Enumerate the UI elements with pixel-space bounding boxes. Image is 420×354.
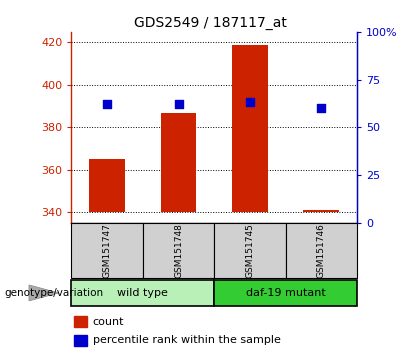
Polygon shape (29, 285, 59, 301)
Point (104, 101, 110, 107)
Text: genotype/variation: genotype/variation (4, 288, 103, 298)
Bar (74, 335, 87, 346)
Bar (74, 316, 87, 327)
Point (247, 99, 253, 105)
Bar (161, 113, 197, 212)
Text: GSM151746: GSM151746 (317, 223, 326, 278)
Point (318, 105, 325, 111)
Text: count: count (93, 317, 124, 327)
Bar (214, 223, 286, 278)
Text: GSM151745: GSM151745 (245, 223, 255, 278)
Bar (71, 280, 214, 306)
Bar (214, 280, 357, 306)
Bar (143, 223, 214, 278)
Point (175, 101, 182, 107)
Bar (89, 159, 125, 212)
Text: wild type: wild type (117, 288, 168, 298)
Text: percentile rank within the sample: percentile rank within the sample (93, 335, 281, 346)
Bar (71, 223, 143, 278)
Bar (232, 45, 268, 212)
Text: GDS2549 / 187117_at: GDS2549 / 187117_at (134, 16, 286, 30)
Text: daf-19 mutant: daf-19 mutant (246, 288, 326, 298)
Text: GSM151747: GSM151747 (102, 223, 112, 278)
Bar (286, 223, 357, 278)
Text: GSM151748: GSM151748 (174, 223, 183, 278)
Bar (304, 210, 339, 212)
